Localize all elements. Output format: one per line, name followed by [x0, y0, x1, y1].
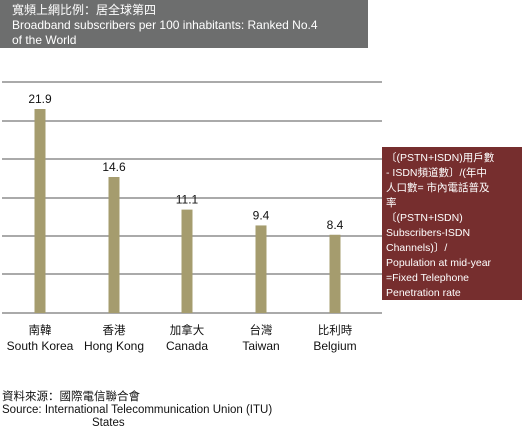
bar-belgium — [329, 234, 341, 313]
x-tick-label-zh: 台灣 — [250, 323, 273, 337]
bar-taiwan — [255, 225, 267, 313]
x-tick-label-zh: 香港 — [103, 323, 126, 337]
bar-value-label: 21.9 — [28, 92, 52, 106]
source-zh: 資料來源：國際電信聯合會 — [2, 391, 140, 403]
bar-value-label: 9.4 — [253, 208, 270, 222]
source-en-line1: Source: International Telecommunication … — [2, 404, 273, 416]
source-en-line2: States — [92, 417, 125, 429]
x-tick-label-zh: 比利時 — [318, 323, 353, 337]
x-tick-label-zh: 加拿大 — [170, 323, 205, 337]
chart-bars — [34, 109, 341, 313]
note-line: - ISDN頻道數〕/(年中 — [386, 167, 487, 179]
x-tick-label-en: Taiwan — [242, 339, 279, 353]
bar-value-label: 11.1 — [176, 193, 199, 207]
x-tick-label-en: South Korea — [7, 339, 74, 353]
note-line: Channels)〕/ — [386, 242, 448, 254]
note-line: Population at mid-year — [386, 257, 492, 269]
bar-hong-kong — [108, 177, 120, 313]
x-tick-label-en: Belgium — [313, 339, 356, 353]
note-line: Subscribers-ISDN — [386, 227, 471, 239]
chart-x-tick-labels: 南韓 South Korea 香港 Hong Kong 加拿大 Canada 台灣 Taiwa… — [7, 323, 357, 353]
bar-south-korea — [34, 109, 46, 313]
chart-title-en-line1: Broadband subscribers per 100 inhabitant… — [12, 18, 318, 32]
note-line: Penetration rate — [386, 287, 461, 299]
bar-canada — [181, 209, 193, 313]
x-tick-label-zh: 南韓 — [29, 323, 52, 337]
note-line: 率 — [386, 197, 397, 209]
bar-value-label: 8.4 — [327, 218, 344, 232]
bar-value-label: 14.6 — [102, 160, 126, 174]
note-line: 〔(PSTN+ISDN)用戶數 — [386, 152, 495, 164]
x-tick-label-en: Canada — [166, 339, 208, 353]
chart-title-box: 寬頻上網比例：居全球第四 Broadband subscribers per 1… — [0, 0, 368, 48]
chart-value-labels: 21.9 14.6 11.1 9.4 8.4 — [28, 92, 343, 232]
note-line: 人口數= 市內電話普及 — [386, 182, 490, 194]
formula-note-box: 〔(PSTN+ISDN)用戶數 - ISDN頻道數〕/(年中 人口數= 市內電話… — [382, 147, 522, 300]
source-note: 資料來源：國際電信聯合會 Source: International Telec… — [2, 391, 272, 430]
note-line: =Fixed Telephone — [386, 272, 469, 284]
chart-title-en-line2: of the World — [12, 33, 77, 47]
note-line: 〔(PSTN+ISDN) — [386, 212, 463, 224]
chart-title-zh: 寬頻上網比例：居全球第四 — [12, 3, 157, 17]
x-tick-label-en: Hong Kong — [84, 339, 144, 353]
